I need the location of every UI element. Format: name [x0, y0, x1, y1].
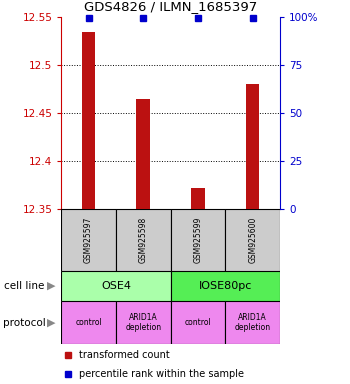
Bar: [136, 99, 150, 209]
Text: ARID1A
depletion: ARID1A depletion: [234, 313, 271, 332]
Text: GSM925599: GSM925599: [194, 217, 202, 263]
Bar: [171, 301, 225, 344]
Text: ▶: ▶: [47, 281, 55, 291]
Title: GDS4826 / ILMN_1685397: GDS4826 / ILMN_1685397: [84, 0, 257, 13]
Bar: [191, 188, 205, 209]
Bar: [61, 271, 171, 301]
Bar: [171, 209, 225, 271]
Bar: [171, 271, 280, 301]
Text: protocol: protocol: [4, 318, 46, 328]
Text: transformed count: transformed count: [79, 350, 169, 360]
Text: control: control: [75, 318, 102, 327]
Text: control: control: [184, 318, 211, 327]
Text: IOSE80pc: IOSE80pc: [199, 281, 252, 291]
Bar: [82, 31, 96, 209]
Text: ▶: ▶: [47, 318, 55, 328]
Text: GSM925597: GSM925597: [84, 217, 93, 263]
Text: cell line: cell line: [4, 281, 44, 291]
Text: GSM925600: GSM925600: [248, 217, 257, 263]
Bar: [116, 209, 171, 271]
Text: ARID1A
depletion: ARID1A depletion: [125, 313, 161, 332]
Bar: [225, 301, 280, 344]
Bar: [116, 301, 171, 344]
Bar: [246, 84, 259, 209]
Text: percentile rank within the sample: percentile rank within the sample: [79, 369, 244, 379]
Text: OSE4: OSE4: [101, 281, 131, 291]
Bar: [61, 301, 116, 344]
Text: GSM925598: GSM925598: [139, 217, 148, 263]
Bar: [225, 209, 280, 271]
Bar: [61, 209, 116, 271]
